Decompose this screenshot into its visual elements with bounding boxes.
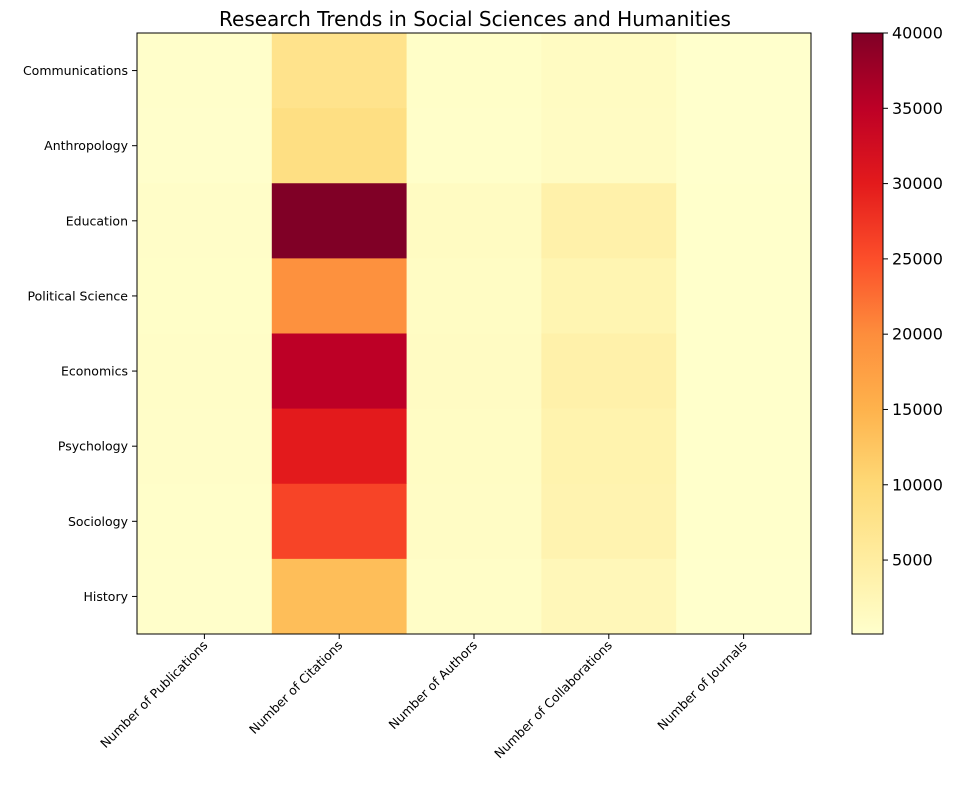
column-label: Number of Publications	[97, 638, 210, 751]
heatmap-cell	[137, 333, 273, 410]
heatmap-cell	[137, 483, 273, 560]
colorbar	[852, 33, 883, 634]
heatmap-cells	[137, 33, 812, 635]
plot-frame	[136, 32, 812, 635]
heatmap-cell	[406, 408, 542, 485]
column-label: Number of Journals	[654, 638, 749, 733]
heatmap-cell	[137, 258, 273, 334]
heatmap-cell	[271, 333, 408, 410]
heatmap-cell	[137, 408, 273, 485]
heatmap-cell	[137, 558, 273, 635]
heatmap-cell	[541, 558, 677, 635]
colorbar-tick-label: 35000	[892, 99, 943, 118]
row-label: Education	[66, 213, 128, 228]
heatmap-cell	[541, 258, 677, 334]
row-label: Anthropology	[44, 138, 128, 153]
heatmap-cell	[271, 33, 408, 109]
heatmap-cell	[406, 33, 542, 109]
heatmap-cell	[406, 258, 542, 334]
heatmap-cell	[137, 33, 273, 109]
heatmap-cell	[271, 183, 408, 259]
colorbar-ticks: 5000 10000 15000 20000 25000 30000 35000 40000	[883, 24, 943, 570]
heatmap-cell	[271, 108, 408, 184]
heatmap-cell	[676, 333, 812, 410]
heatmap-cell	[406, 483, 542, 560]
colorbar-frame	[851, 32, 884, 635]
colorbar-tick-label: 30000	[892, 174, 943, 193]
row-labels: Communications Anthropology Education Polit…	[23, 63, 137, 604]
heatmap-cell	[406, 108, 542, 184]
heatmap-cell	[676, 558, 812, 635]
heatmap-cell	[676, 33, 812, 109]
chart-title: Research Trends in Social Sciences and H…	[219, 7, 731, 31]
row-label: Communications	[23, 63, 128, 78]
colorbar-tick-label: 40000	[892, 24, 943, 43]
colorbar-tick-label: 10000	[892, 475, 943, 494]
heatmap-cell	[541, 408, 677, 485]
heatmap-cell	[271, 258, 408, 334]
heatmap-cell	[137, 108, 273, 184]
row-label: History	[84, 589, 129, 604]
heatmap-cell	[406, 558, 542, 635]
column-labels: Number of Publications Number of Citation…	[97, 634, 750, 761]
heatmap-cell	[676, 258, 812, 334]
heatmap-cell	[406, 183, 542, 259]
row-label: Psychology	[58, 439, 129, 454]
column-label: Number of Collaborations	[491, 638, 615, 762]
heatmap-cell	[676, 183, 812, 259]
heatmap-cell	[676, 408, 812, 485]
heatmap-cell	[541, 108, 677, 184]
colorbar-tick-label: 20000	[892, 325, 943, 344]
heatmap-cell	[676, 108, 812, 184]
heatmap-cell	[676, 483, 812, 560]
heatmap-cell	[271, 558, 408, 635]
row-label: Economics	[61, 364, 128, 379]
heatmap-cell	[541, 33, 677, 109]
column-label: Number of Authors	[386, 638, 481, 733]
heatmap-cell	[541, 483, 677, 560]
colorbar-tick-label: 5000	[892, 551, 933, 570]
heatmap-cell	[541, 183, 677, 259]
heatmap-cell	[271, 483, 408, 560]
heatmap-cell	[541, 333, 677, 410]
column-label: Number of Citations	[246, 638, 345, 737]
row-label: Sociology	[68, 514, 129, 529]
colorbar-tick-label: 25000	[892, 249, 943, 268]
heatmap-cell	[137, 183, 273, 259]
heatmap-cell	[271, 408, 408, 485]
row-label: Political Science	[28, 288, 129, 303]
heatmap-cell	[406, 333, 542, 410]
colorbar-tick-label: 15000	[892, 400, 943, 419]
